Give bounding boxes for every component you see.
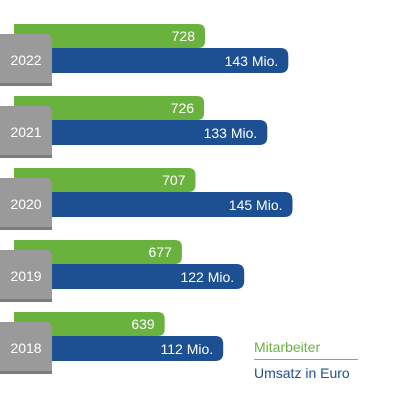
year-box [0, 34, 52, 83]
revenue-value-label: 143 Mio. [225, 53, 279, 69]
employees-value-label: 728 [172, 28, 196, 44]
year-box [0, 106, 52, 155]
year-label: 2021 [10, 124, 41, 140]
employees-value-label: 726 [171, 100, 195, 116]
legend-employees: Mitarbeiter [254, 338, 358, 360]
employees-value-label: 677 [149, 244, 173, 260]
revenue-value-label: 145 Mio. [229, 197, 283, 213]
revenue-bar [14, 48, 289, 73]
employees-value-label: 639 [131, 316, 155, 332]
legend-revenue: Umsatz in Euro [254, 365, 350, 381]
revenue-bar [14, 264, 245, 289]
revenue-value-label: 122 Mio. [180, 269, 234, 285]
employees-bar [14, 96, 205, 120]
revenue-bar [14, 336, 224, 361]
year-label: 2018 [10, 340, 41, 356]
revenue-bar [14, 120, 268, 145]
year-box [0, 250, 52, 299]
revenue-value-label: 112 Mio. [161, 341, 214, 357]
employees-value-label: 707 [162, 172, 186, 188]
year-label: 2019 [10, 268, 41, 284]
employees-bar [14, 24, 205, 48]
year-box [0, 178, 52, 227]
year-label: 2020 [10, 196, 41, 212]
revenue-value-label: 133 Mio. [204, 125, 258, 141]
year-label: 2022 [10, 52, 41, 68]
year-box [0, 322, 52, 371]
legend: Mitarbeiter Umsatz in Euro [254, 338, 358, 382]
employees-bar [14, 168, 196, 192]
employees-bar [14, 240, 182, 264]
revenue-bar [14, 192, 293, 217]
